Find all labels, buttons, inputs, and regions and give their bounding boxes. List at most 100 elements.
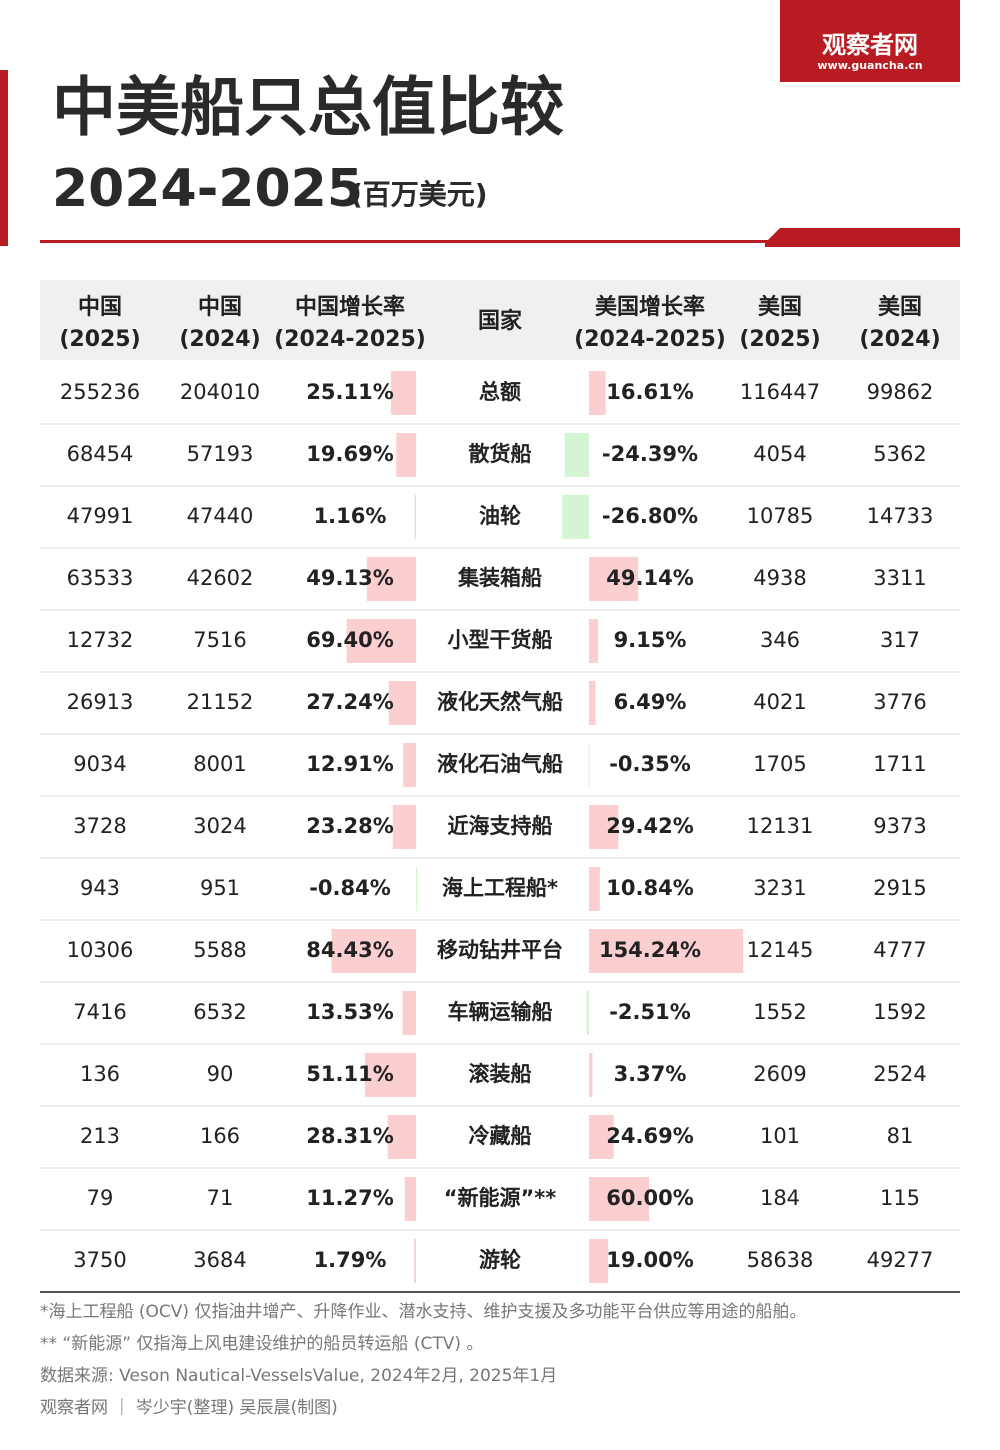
cell: 116447 xyxy=(740,380,820,404)
logo: 观察者网 xyxy=(822,31,918,59)
cell: 4054 xyxy=(753,442,806,466)
cell: 13.53% xyxy=(306,1000,393,1024)
footnote: 观察者网 ｜ 岑少宇(整理) 吴辰晨(制图) xyxy=(40,1398,338,1418)
growth-bar xyxy=(588,743,590,787)
cell: 951 xyxy=(200,876,240,900)
cell: 204010 xyxy=(180,380,260,404)
growth-bar xyxy=(589,371,606,415)
cell: 90 xyxy=(207,1062,234,1086)
subtitle-years: 2024-2025 xyxy=(52,159,363,219)
row-label: 液化天然气船 xyxy=(437,690,563,714)
growth-bar xyxy=(564,433,589,477)
growth-bar xyxy=(390,371,416,415)
row-label: 滚装船 xyxy=(469,1062,532,1086)
cell: 27.24% xyxy=(306,690,393,714)
cell: 1.79% xyxy=(314,1248,387,1272)
cell: -0.84% xyxy=(309,876,391,900)
row-label: 冷藏船 xyxy=(469,1124,532,1148)
cell: 49277 xyxy=(867,1248,934,1272)
subtitle-unit: (百万美元) xyxy=(350,178,488,211)
cell: 84.43% xyxy=(306,938,393,962)
cell: 1711 xyxy=(873,752,926,776)
cell: 136 xyxy=(80,1062,120,1086)
cell: 12.91% xyxy=(306,752,393,776)
cell: 213 xyxy=(80,1124,120,1148)
cell: 154.24% xyxy=(599,938,701,962)
column-header: (2024) xyxy=(179,327,260,352)
cell: 3311 xyxy=(873,566,926,590)
cell: 8001 xyxy=(193,752,246,776)
cell: 3750 xyxy=(73,1248,126,1272)
accent-bar xyxy=(0,70,8,246)
rule-tab xyxy=(765,228,960,247)
cell: 79 xyxy=(87,1186,114,1210)
growth-bar xyxy=(589,1177,649,1221)
cell: -2.51% xyxy=(609,1000,691,1024)
cell: 943 xyxy=(80,876,120,900)
growth-bar xyxy=(589,681,596,725)
cell: 3728 xyxy=(73,814,126,838)
cell: 3684 xyxy=(193,1248,246,1272)
cell: 5588 xyxy=(193,938,246,962)
cell: 49.13% xyxy=(306,566,393,590)
cell: 6532 xyxy=(193,1000,246,1024)
cell: 166 xyxy=(200,1124,240,1148)
cell: 4777 xyxy=(873,938,926,962)
cell: 4938 xyxy=(753,566,806,590)
cell: 16.61% xyxy=(606,380,693,404)
cell: 184 xyxy=(760,1186,800,1210)
cell: 19.00% xyxy=(606,1248,693,1272)
row-label: “新能源”** xyxy=(444,1186,557,1210)
cell: 3776 xyxy=(873,690,926,714)
cell: 25.11% xyxy=(306,380,393,404)
row-label: 集装箱船 xyxy=(457,566,542,590)
cell: 1552 xyxy=(753,1000,806,1024)
growth-bar xyxy=(331,929,416,973)
cell: 21152 xyxy=(187,690,254,714)
cell: 2524 xyxy=(873,1062,926,1086)
growth-bar xyxy=(403,743,416,787)
row-label: 散货船 xyxy=(469,442,532,466)
row-label: 小型干货船 xyxy=(448,628,553,652)
cell: 10306 xyxy=(67,938,134,962)
cell: 10785 xyxy=(747,504,814,528)
cell: 12145 xyxy=(747,938,814,962)
cell: 58638 xyxy=(747,1248,814,1272)
cell: 255236 xyxy=(60,380,140,404)
cell: 3231 xyxy=(753,876,806,900)
growth-bar xyxy=(388,681,416,725)
cell: 14733 xyxy=(867,504,934,528)
cell: 317 xyxy=(880,628,920,652)
cell: 57193 xyxy=(187,442,254,466)
cell: 47440 xyxy=(187,504,254,528)
growth-bar xyxy=(416,867,417,911)
column-header: 美国增长率 xyxy=(595,294,705,320)
logo-url: www.guancha.cn xyxy=(817,59,922,72)
growth-bar xyxy=(589,619,599,663)
growth-bar xyxy=(387,1115,416,1159)
column-header: 中国 xyxy=(78,295,122,320)
cell: 68454 xyxy=(67,442,134,466)
footnote: 数据来源: Veson Nautical-VesselsValue, 2024年… xyxy=(40,1366,557,1386)
cell: 3024 xyxy=(193,814,246,838)
growth-bar xyxy=(589,867,600,911)
row-label: 总额 xyxy=(479,380,521,404)
row-label: 海上工程船* xyxy=(442,876,558,900)
cell: 29.42% xyxy=(606,814,693,838)
cell: 10.84% xyxy=(606,876,693,900)
column-header: (2025) xyxy=(739,327,820,352)
cell: -24.39% xyxy=(602,442,698,466)
cell: 4021 xyxy=(753,690,806,714)
cell: 2915 xyxy=(873,876,926,900)
growth-bar xyxy=(589,1115,614,1159)
cell: 63533 xyxy=(67,566,134,590)
growth-bar xyxy=(346,619,416,663)
row-label: 移动钻井平台 xyxy=(437,938,563,962)
growth-bar xyxy=(392,805,416,849)
row-label: 游轮 xyxy=(479,1248,521,1272)
row-label: 油轮 xyxy=(479,504,521,528)
cell: 69.40% xyxy=(306,628,393,652)
growth-bar xyxy=(396,433,416,477)
cell: 1592 xyxy=(873,1000,926,1024)
